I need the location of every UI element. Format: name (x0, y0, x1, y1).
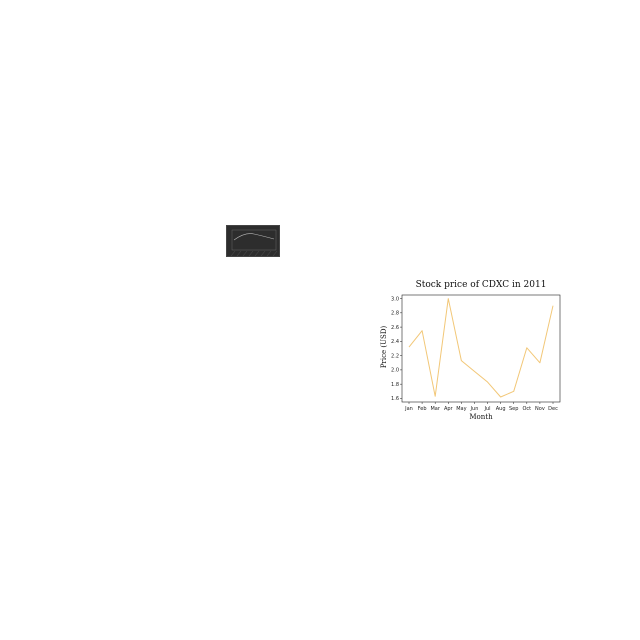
x-tick-label: Dec (548, 406, 558, 412)
thumbnail-plot-frame (231, 229, 277, 251)
x-tick-label: Jan (404, 406, 413, 412)
x-tick-label: Apr (444, 406, 454, 412)
x-tick-label: Nov (535, 406, 545, 412)
series-group (408, 298, 554, 398)
y-tick-label: 1.6 (391, 396, 399, 402)
y-axis-label: Price (USD) (380, 326, 388, 369)
x-tick-label: Sep (509, 406, 518, 412)
plot-area-frame (401, 294, 561, 403)
x-axis-label: Month (469, 413, 493, 421)
x-tick-label: Feb (418, 406, 427, 412)
chart-title: Stock price of CDXC in 2011 (416, 280, 547, 290)
y-tick-label: 2.0 (391, 368, 399, 374)
y-tick-label: 2.8 (391, 311, 399, 317)
thumbnail-chart-icon (230, 229, 278, 256)
series-line (408, 298, 554, 398)
x-tick-label: Jun (470, 406, 479, 412)
y-tick-label: 2.2 (391, 353, 399, 359)
thumbnail-series-line (233, 233, 275, 241)
x-tick-label: Aug (496, 406, 506, 412)
x-tick-label: Mar (430, 406, 440, 412)
y-tick-label: 2.4 (391, 339, 399, 345)
x-tick-label: Oct (522, 406, 531, 412)
y-tick-label: 1.8 (391, 382, 399, 388)
x-axis-ticks: Jan Feb Mar Apr May Jun Jul Aug Sep Oct Nov Dec (404, 402, 558, 412)
y-tick-label: 2.6 (391, 325, 399, 331)
x-tick-label: Jul (484, 406, 491, 412)
thumbnail-hatch (230, 250, 278, 256)
line-chart: Stock price of CDXC in 2011 Price (USD) … (370, 275, 570, 425)
y-axis-ticks: 1.6 1.8 2.0 2.2 2.4 2.6 2.8 3.0 (391, 296, 402, 402)
dark-chart-thumbnail (226, 225, 280, 257)
line-chart-svg: Stock price of CDXC in 2011 Price (USD) … (380, 280, 561, 421)
y-tick-label: 3.0 (391, 296, 399, 302)
x-tick-label: May (456, 406, 466, 412)
